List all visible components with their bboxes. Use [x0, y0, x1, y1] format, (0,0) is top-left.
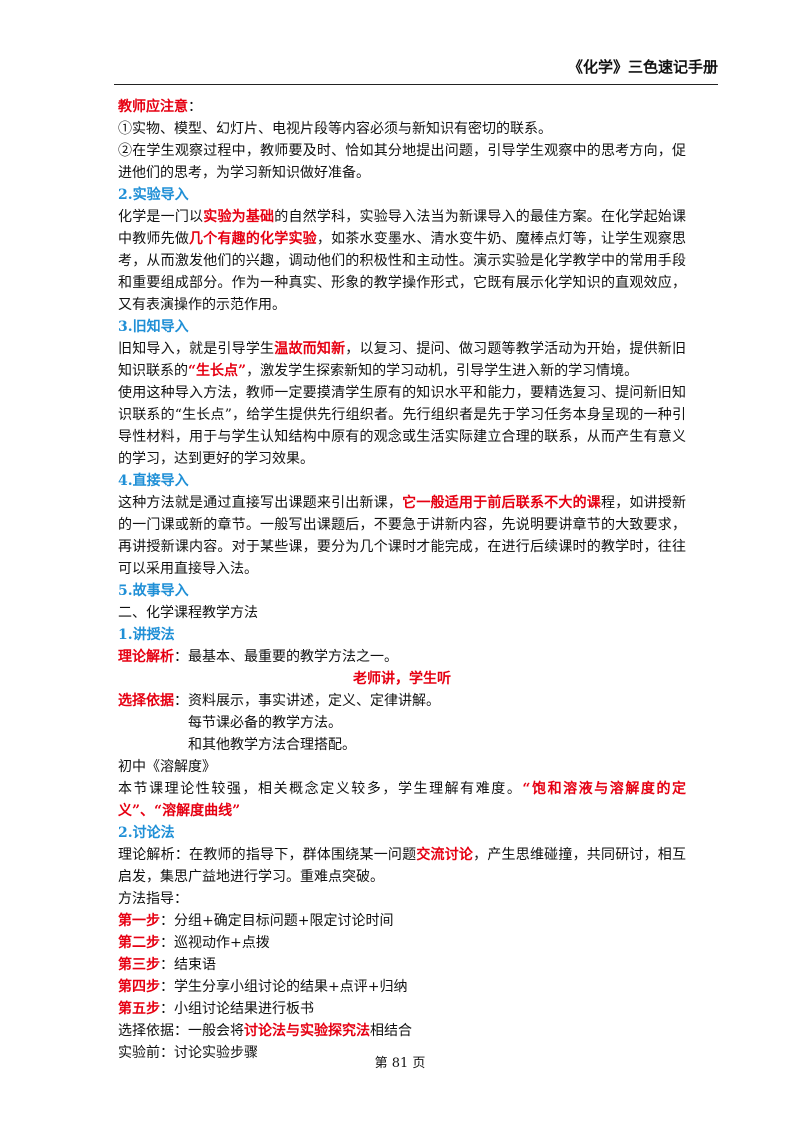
heading-text: 4.直接导入 [118, 473, 189, 489]
section-heading: 4.直接导入 [118, 470, 686, 492]
text-run: 理论解析：在教师的指导下，群体围绕某一问题 [118, 847, 417, 863]
highlight-text: 第一步 [118, 913, 160, 929]
highlight-text: 它一般适用于前后联系不大的课 [402, 495, 601, 511]
highlight-text: 选择依据 [118, 693, 174, 709]
step-line: 第一步：分组+确定目标问题+限定讨论时间 [118, 910, 686, 932]
section-heading: 1.讲授法 [118, 624, 686, 646]
text-line: 方法指导： [118, 888, 686, 910]
text-line: 选择依据：一般会将讨论法与实验探究法相结合 [118, 1020, 686, 1042]
highlight-text: 教师应注意 [118, 99, 188, 115]
paragraph: 化学是一门以实验为基础的自然学科，实验导入法当为新课导入的最佳方案。在化学起始课… [118, 206, 686, 316]
text-run: ：资料展示，事实讲述，定义、定律讲解。 [174, 693, 440, 709]
section-heading: 3.旧知导入 [118, 316, 686, 338]
text-run: 程，如讲授新的一门课或新的章节。一般写出课题后，不要急于讲新内容，先说明要讲章节… [118, 495, 687, 577]
text-run: 本节课理论性较强，相关概念定义较多，学生理解有难度。 [118, 781, 523, 797]
text-run: 每节课必备的教学方法。 [188, 715, 342, 731]
text-run: 化学是一门以 [118, 209, 204, 225]
text-run: ：分组+确定目标问题+限定讨论时间 [160, 913, 394, 929]
header-divider [114, 84, 718, 85]
paragraph: 使用这种导入方法，教师一定要摸清学生原有的知识水平和能力，要精选复习、提问新旧知… [118, 382, 686, 470]
page-number: 第 81 页 [374, 1056, 426, 1071]
heading-text: 2.讨论法 [118, 825, 175, 841]
highlight-text: 交流讨论 [416, 847, 474, 863]
text-line: ①实物、模型、幻灯片、电视片段等内容必须与新知识有密切的联系。 [118, 118, 686, 140]
text-run: 二、化学课程教学方法 [118, 605, 258, 621]
text-run: 使用这种导入方法，教师一定要摸清学生原有的知识水平和能力，要精选复习、提问新旧知… [118, 385, 686, 467]
highlight-text: 温故而知新 [274, 341, 346, 357]
highlight-text: 理论解析 [118, 649, 174, 665]
text-run: 选择依据：一般会将 [118, 1023, 244, 1039]
text-run: 初中《溶解度》 [118, 759, 216, 775]
text-run: ，如茶水变墨水、清水变牛奶、魔棒点灯等，让学生观察思考，从而激发他们的兴趣，调动… [118, 231, 687, 313]
highlight-text: 实验为基础 [203, 209, 275, 225]
highlight-text: “生长点” [188, 363, 247, 379]
text-run: 的自然学科，实验导入法当为新课导入的最佳方案。在化学起始课中教师先做 [118, 209, 687, 247]
centered-emphasis: 老师讲，学生听 [118, 668, 686, 690]
text-run: ：学生分享小组讨论的结果+点评+归纳 [160, 979, 408, 995]
text-run: ②在学生观察过程中，教师要及时、恰如其分地提出问题，引导学生观察中的思考方向，促… [118, 143, 686, 181]
text-run: 实验前：讨论实验步骤 [118, 1045, 258, 1061]
heading-text: 5.故事导入 [118, 583, 189, 599]
text-run: ，产生思维碰撞，共同研讨，相互启发，集思广益地进行学习。重难点突破。 [118, 847, 687, 885]
highlight-text: 第三步 [118, 957, 160, 973]
step-line: 第四步：学生分享小组讨论的结果+点评+归纳 [118, 976, 686, 998]
text-line: 实验前：讨论实验步骤 [118, 1042, 686, 1064]
text-line: 和其他教学方法合理搭配。 [118, 734, 686, 756]
header-title: 《化学》三色速记手册 [567, 58, 718, 76]
highlight-text: 几个有趣的化学实验 [189, 231, 317, 247]
paragraph: 本节课理论性较强，相关概念定义较多，学生理解有难度。“饱和溶液与溶解度的定义”、… [118, 778, 686, 822]
highlight-text: 第二步 [118, 935, 160, 951]
text-run: 旧知导入，就是引导学生 [118, 341, 275, 357]
section-heading: 2.实验导入 [118, 184, 686, 206]
paragraph: 旧知导入，就是引导学生温故而知新，以复习、提问、做习题等教学活动为开始，提供新旧… [118, 338, 686, 382]
step-line: 第三步：结束语 [118, 954, 686, 976]
section-heading: 2.讨论法 [118, 822, 686, 844]
heading-text: 3.旧知导入 [118, 319, 189, 335]
text-run: 方法指导： [118, 891, 188, 907]
highlight-text: 老师讲，学生听 [353, 671, 451, 687]
paragraph: 理论解析：在教师的指导下，群体围绕某一问题交流讨论，产生思维碰撞，共同研讨，相互… [118, 844, 686, 888]
text-line: 理论解析：最基本、最重要的教学方法之一。 [118, 646, 686, 668]
text-run: ：结束语 [160, 957, 216, 973]
text-line: 初中《溶解度》 [118, 756, 686, 778]
heading-text: 2.实验导入 [118, 187, 189, 203]
text-run: ： [188, 99, 202, 115]
text-run: ①实物、模型、幻灯片、电视片段等内容必须与新知识有密切的联系。 [118, 121, 552, 137]
text-line: 选择依据：资料展示，事实讲述，定义、定律讲解。 [118, 690, 686, 712]
step-line: 第五步：小组讨论结果进行板书 [118, 998, 686, 1020]
text-line: 二、化学课程教学方法 [118, 602, 686, 624]
step-line: 第二步：巡视动作+点拨 [118, 932, 686, 954]
text-run: ：最基本、最重要的教学方法之一。 [174, 649, 398, 665]
highlight-text: “饱和溶液与溶解度的定义”、“溶解度曲线” [118, 781, 686, 819]
section-heading: 5.故事导入 [118, 580, 686, 602]
highlight-text: 第五步 [118, 1001, 160, 1017]
text-line: 每节课必备的教学方法。 [118, 712, 686, 734]
text-run: ：巡视动作+点拨 [160, 935, 270, 951]
text-line: 教师应注意： [118, 96, 686, 118]
highlight-text: 第四步 [118, 979, 160, 995]
paragraph: 这种方法就是通过直接写出课题来引出新课，它一般适用于前后联系不大的课程，如讲授新… [118, 492, 686, 580]
text-run: 和其他教学方法合理搭配。 [188, 737, 356, 753]
page-body: 教师应注意： ①实物、模型、幻灯片、电视片段等内容必须与新知识有密切的联系。 ②… [118, 96, 686, 1064]
heading-text: 1.讲授法 [118, 627, 175, 643]
text-run: 这种方法就是通过直接写出课题来引出新课， [118, 495, 403, 511]
text-line: ②在学生观察过程中，教师要及时、恰如其分地提出问题，引导学生观察中的思考方向，促… [118, 140, 686, 184]
highlight-text: 讨论法与实验探究法 [244, 1023, 370, 1039]
text-run: ，激发学生探索新知的学习动机，引导学生进入新的学习情境。 [246, 363, 639, 379]
text-run: 相结合 [370, 1023, 412, 1039]
text-run: ，以复习、提问、做习题等教学活动为开始，提供新旧知识联系的 [118, 341, 687, 379]
text-run: ：小组讨论结果进行板书 [160, 1001, 314, 1017]
